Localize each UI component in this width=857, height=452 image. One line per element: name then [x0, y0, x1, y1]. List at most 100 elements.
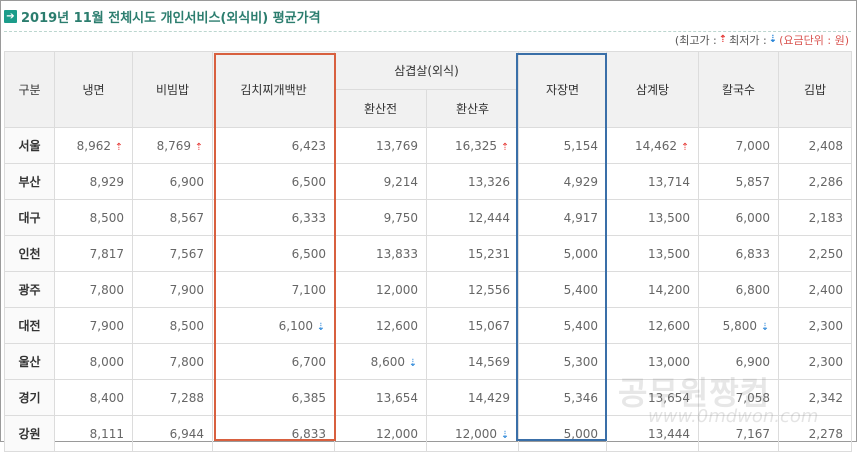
- price-value: 5,346: [563, 390, 599, 405]
- price-cell: 7,800: [132, 343, 213, 380]
- price-value: 12,600: [376, 318, 418, 333]
- price-value: 8,500: [169, 318, 204, 333]
- price-value: 12,444: [468, 210, 511, 225]
- legend-min-label: 최저가 :: [729, 34, 767, 47]
- price-value: 8,400: [89, 390, 124, 405]
- header-after: 환산후: [425, 89, 520, 128]
- price-value: 5,000: [563, 246, 599, 261]
- price-value: 13,000: [648, 354, 691, 369]
- price-value: 6,423: [291, 138, 326, 153]
- max-price-icon: ⇡: [114, 141, 124, 153]
- price-value: 7,288: [169, 390, 204, 405]
- price-cell: 8,500: [54, 199, 133, 236]
- header-jajang: 자장면: [518, 51, 608, 128]
- price-value: 8,600: [370, 354, 405, 369]
- header-before: 환산전: [334, 89, 427, 128]
- price-cell: 5,000: [518, 415, 608, 452]
- price-cell: 14,569: [425, 343, 520, 380]
- price-cell: 6,000: [698, 199, 780, 236]
- region-cell: 울산: [4, 343, 55, 380]
- price-cell: 2,342: [778, 379, 853, 416]
- price-cell: 13,000: [606, 343, 700, 380]
- price-value: 6,333: [291, 210, 326, 225]
- price-cell: 14,429: [425, 379, 520, 416]
- price-cell: 12,444: [425, 199, 520, 236]
- region-cell: 강원: [4, 415, 55, 452]
- price-value: 15,231: [468, 246, 511, 261]
- price-cell: 14,462 ⇡: [606, 127, 700, 164]
- price-value: 7,800: [89, 282, 124, 297]
- price-cell: 13,500: [606, 235, 700, 272]
- price-value: 8,567: [169, 210, 204, 225]
- price-value: 13,500: [648, 246, 691, 261]
- price-cell: 6,700: [212, 343, 335, 380]
- price-cell: 13,769: [334, 127, 427, 164]
- price-value: 6,000: [735, 210, 771, 225]
- price-cell: 12,000: [334, 415, 427, 452]
- price-cell: 13,833: [334, 235, 427, 272]
- price-value: 5,400: [563, 318, 599, 333]
- price-value: 7,100: [291, 282, 326, 297]
- price-cell: 4,917: [518, 199, 608, 236]
- price-value: 13,714: [648, 174, 691, 189]
- price-value: 12,000: [455, 426, 498, 441]
- price-value: 6,833: [291, 426, 326, 441]
- price-value: 13,833: [376, 246, 418, 261]
- price-value: 6,500: [291, 174, 326, 189]
- table-row: 부산 8,929 6,900 6,500 9,214 13,326 4,929 13,714 5…: [4, 163, 853, 200]
- price-value: 8,769: [156, 138, 191, 153]
- header-samgyeopsal: 삼겹살(외식): [333, 51, 520, 90]
- price-cell: 8,500: [132, 307, 213, 344]
- price-value: 5,300: [563, 354, 599, 369]
- table-row: 대전 7,900 8,500 6,100 ⇣ 12,600 15,067 5,400 12,60…: [4, 307, 853, 344]
- table-row: 인천 7,817 7,567 6,500 13,833 15,231 5,000 13,500…: [4, 235, 853, 272]
- price-value: 14,200: [648, 282, 691, 297]
- price-cell: 13,500: [606, 199, 700, 236]
- price-value: 6,100: [278, 318, 313, 333]
- price-cell: 12,000: [334, 271, 427, 308]
- price-value: 6,900: [735, 354, 771, 369]
- price-cell: 7,058: [698, 379, 780, 416]
- price-value: 2,278: [808, 426, 844, 441]
- price-cell: 8,962 ⇡: [54, 127, 133, 164]
- price-cell: 2,400: [778, 271, 853, 308]
- header-region: 구분: [4, 51, 55, 128]
- price-value: 5,400: [563, 282, 599, 297]
- price-table: 구분 냉면 비빔밥 김치찌개백반 삼겹살(외식) 자장면 삼계탕 칼국수 김밥 …: [4, 51, 853, 452]
- price-cell: 6,333: [212, 199, 335, 236]
- max-price-icon: ⇡: [194, 141, 204, 153]
- price-cell: 2,183: [778, 199, 853, 236]
- price-cell: 5,857: [698, 163, 780, 200]
- table-row: 서울 8,962 ⇡ 8,769 ⇡ 6,423 13,769 16,325 ⇡ 5,154 14,…: [4, 127, 853, 164]
- price-value: 6,833: [735, 246, 771, 261]
- price-cell: 15,231: [425, 235, 520, 272]
- price-value: 4,917: [563, 210, 599, 225]
- price-value: 8,500: [89, 210, 124, 225]
- price-cell: 14,200: [606, 271, 700, 308]
- price-cell: 15,067: [425, 307, 520, 344]
- table-body: 서울 8,962 ⇡ 8,769 ⇡ 6,423 13,769 16,325 ⇡ 5,154 14,…: [4, 127, 853, 452]
- price-cell: 6,500: [212, 235, 335, 272]
- max-price-icon: ⇡: [718, 34, 728, 45]
- page-title: ➔ 2019년 11월 전체시도 개인서비스(외식비) 평균가격: [4, 7, 321, 26]
- region-cell: 인천: [4, 235, 55, 272]
- price-value: 7,567: [169, 246, 204, 261]
- price-value: 7,817: [89, 246, 124, 261]
- region-cell: 경기: [4, 379, 55, 416]
- price-value: 7,000: [735, 138, 771, 153]
- table-row: 광주 7,800 7,900 7,100 12,000 12,556 5,400 14,200…: [4, 271, 853, 308]
- region-cell: 대전: [4, 307, 55, 344]
- max-price-icon: ⇡: [680, 141, 690, 153]
- price-cell: 6,100 ⇣: [212, 307, 335, 344]
- price-value: 4,929: [563, 174, 599, 189]
- region-cell: 대구: [4, 199, 55, 236]
- price-value: 13,444: [648, 426, 691, 441]
- price-value: 2,400: [808, 282, 844, 297]
- price-cell: 7,288: [132, 379, 213, 416]
- title-divider: [4, 31, 851, 32]
- price-value: 5,857: [735, 174, 771, 189]
- region-cell: 서울: [4, 127, 55, 164]
- header-kimchi: 김치찌개백반: [212, 51, 335, 128]
- price-value: 2,408: [808, 138, 844, 153]
- price-cell: 6,900: [698, 343, 780, 380]
